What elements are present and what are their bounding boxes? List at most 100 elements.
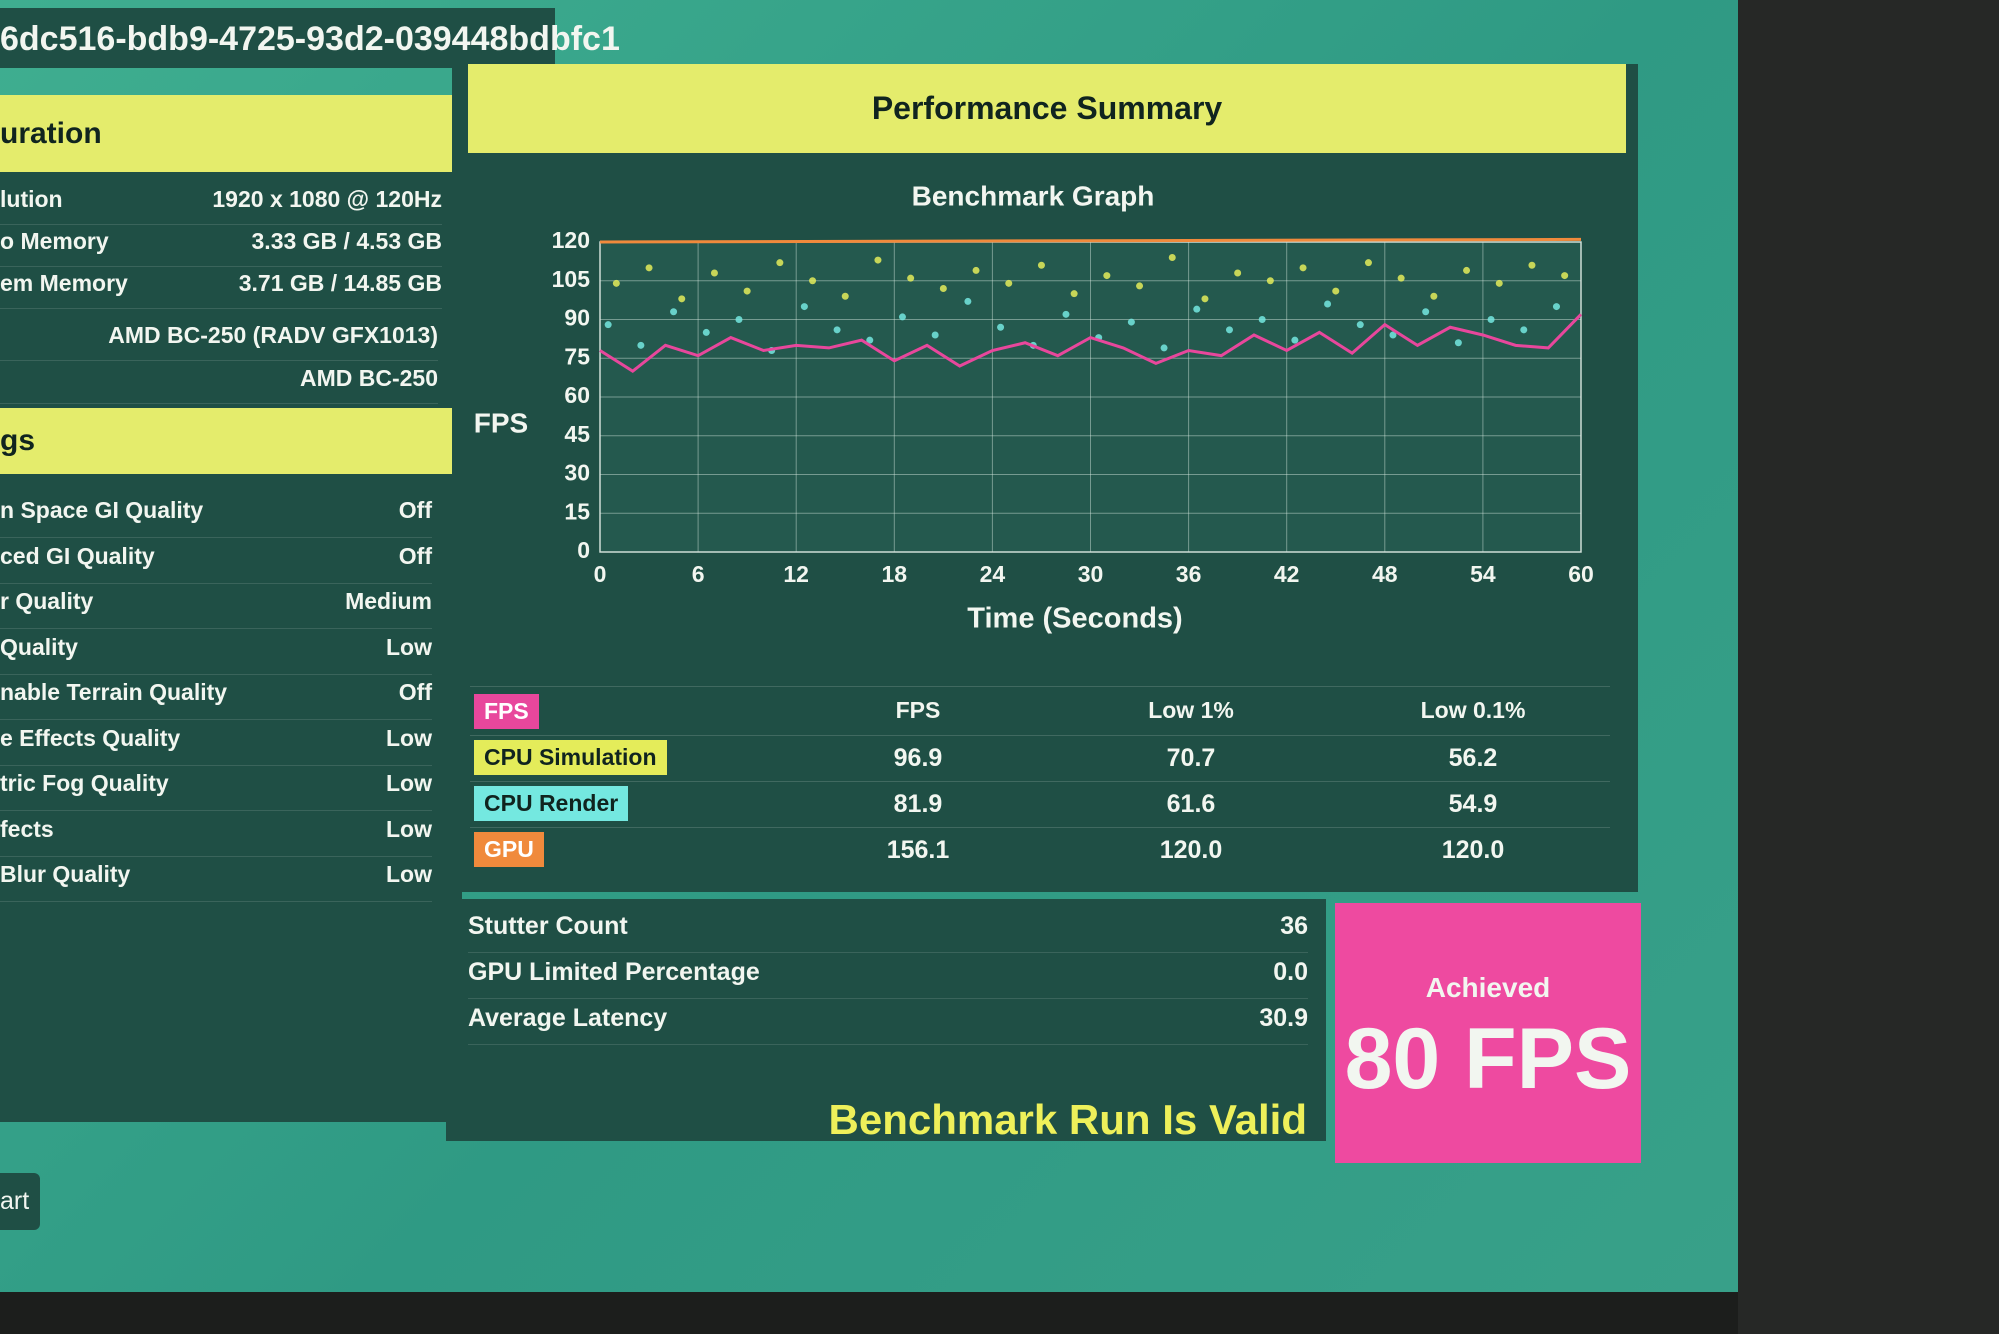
config-header: uration: [0, 95, 462, 172]
setting-row: ced GI Quality Off: [0, 543, 432, 584]
row-label: o Memory: [0, 228, 109, 254]
y-tick-label: 45: [564, 421, 590, 447]
data-point: [776, 259, 784, 267]
stats-panel: [446, 899, 1326, 1141]
summary-header: Performance Summary: [468, 64, 1626, 153]
setting-label: nable Terrain Quality: [0, 679, 228, 705]
data-point: [1193, 305, 1201, 313]
x-tick-label: 0: [594, 561, 607, 587]
row-divider: [470, 781, 1610, 782]
data-point: [907, 274, 915, 282]
setting-row: tric Fog Quality Low: [0, 770, 432, 811]
data-point: [645, 264, 653, 272]
y-tick-label: 120: [552, 227, 590, 253]
stat-label: GPU Limited Percentage: [468, 958, 760, 986]
data-point: [841, 292, 849, 300]
bezel-bottom: [0, 1292, 1738, 1334]
gpu-name: AMD BC-250: [299, 365, 438, 391]
config-row: o Memory 3.33 GB / 4.53 GB: [0, 228, 442, 267]
legend-tag: CPU Render: [474, 786, 629, 821]
data-point: [1520, 326, 1528, 334]
row-value: 3.71 GB / 14.85 GB: [238, 270, 442, 296]
achieved-box: [1335, 903, 1641, 1163]
id-box: [0, 8, 555, 68]
table-value: 56.2: [1448, 744, 1498, 772]
table-value: 54.9: [1448, 790, 1498, 818]
data-point: [1103, 272, 1111, 280]
setting-label: Quality: [0, 633, 78, 660]
table-value: 156.1: [886, 836, 950, 864]
data-point: [735, 316, 743, 323]
table-value: 81.9: [893, 790, 943, 818]
setting-label: Blur Quality: [0, 861, 131, 887]
setting-value: Off: [398, 497, 432, 523]
setting-row: fects Low: [0, 816, 432, 857]
valid-text: Benchmark Run Is Valid: [828, 1096, 1308, 1143]
setting-value: Off: [398, 542, 432, 569]
y-tick-label: 105: [552, 266, 591, 292]
setting-label: tric Fog Quality: [0, 770, 169, 796]
data-point: [1201, 295, 1209, 303]
stat-row: Stutter Count 36: [468, 912, 1308, 953]
x-tick-label: 30: [1078, 561, 1104, 587]
data-point: [1136, 282, 1144, 290]
column-header: Low 0.1%: [1420, 697, 1526, 723]
gpu-row: AMD BC-250 (RADV GFX1013): [0, 322, 438, 361]
data-point: [743, 287, 751, 295]
data-point: [1389, 331, 1397, 339]
data-point: [1127, 318, 1135, 326]
y-tick-label: 0: [577, 537, 590, 563]
setting-value: Low: [386, 770, 432, 796]
y-tick-label: 75: [564, 343, 590, 369]
column-header: Low 1%: [1148, 697, 1234, 723]
data-point: [874, 256, 882, 264]
x-tick-label: 24: [980, 561, 1006, 587]
data-point: [1324, 300, 1332, 308]
chart: Benchmark Graph FPS Time (Seconds) 0 15 30…: [474, 180, 1594, 634]
table-value: 61.6: [1166, 790, 1216, 818]
config-row: lution 1920 x 1080 @ 120Hz: [0, 186, 442, 225]
achieved-label: Achieved: [1425, 972, 1551, 1003]
row-label: em Memory: [0, 270, 128, 296]
chart-title: Benchmark Graph: [912, 180, 1155, 211]
data-point: [710, 269, 718, 277]
data-point: [1454, 339, 1462, 347]
setting-row: n Space GI Quality Off: [0, 497, 432, 538]
setting-value: Low: [386, 815, 432, 842]
x-tick-label: 12: [783, 561, 809, 587]
data-point: [1266, 277, 1274, 285]
series-line: [599, 313, 1583, 374]
stat-value: 0.0: [1273, 958, 1308, 986]
setting-row: r Quality Medium: [0, 588, 432, 629]
legend-tag: FPS: [474, 694, 539, 729]
row-divider: [470, 827, 1610, 828]
data-point: [1430, 292, 1438, 300]
data-point: [833, 326, 841, 334]
y-tick-label: 30: [564, 460, 590, 486]
setting-value: Low: [386, 724, 432, 751]
button[interactable]: art: [0, 1173, 40, 1230]
plot-area: [599, 241, 1582, 553]
table-value: 96.9: [893, 744, 943, 772]
stat-row: GPU Limited Percentage 0.0: [468, 958, 1308, 999]
x-tick-label: 48: [1372, 561, 1398, 587]
setting-label: e Effects Quality: [0, 724, 181, 751]
legend-tag: CPU Simulation: [474, 740, 667, 775]
table-value: 120.0: [1159, 836, 1223, 864]
config-panel: [0, 95, 462, 1122]
bezel-right: [1738, 0, 1999, 1334]
data-point: [678, 295, 686, 303]
setting-value: Low: [386, 633, 432, 660]
row-label: lution: [0, 186, 63, 212]
setting-label: r Quality: [0, 588, 94, 614]
data-point: [1356, 321, 1364, 329]
data-point: [612, 279, 620, 287]
setting-value: Medium: [345, 588, 432, 614]
data-point: [997, 323, 1005, 331]
data-point: [670, 308, 678, 316]
stat-label: Stutter Count: [468, 912, 628, 940]
data-point: [1332, 287, 1340, 295]
setting-row: e Effects Quality Low: [0, 725, 432, 766]
data-point: [1291, 336, 1299, 344]
y-tick-label: 15: [564, 498, 590, 524]
